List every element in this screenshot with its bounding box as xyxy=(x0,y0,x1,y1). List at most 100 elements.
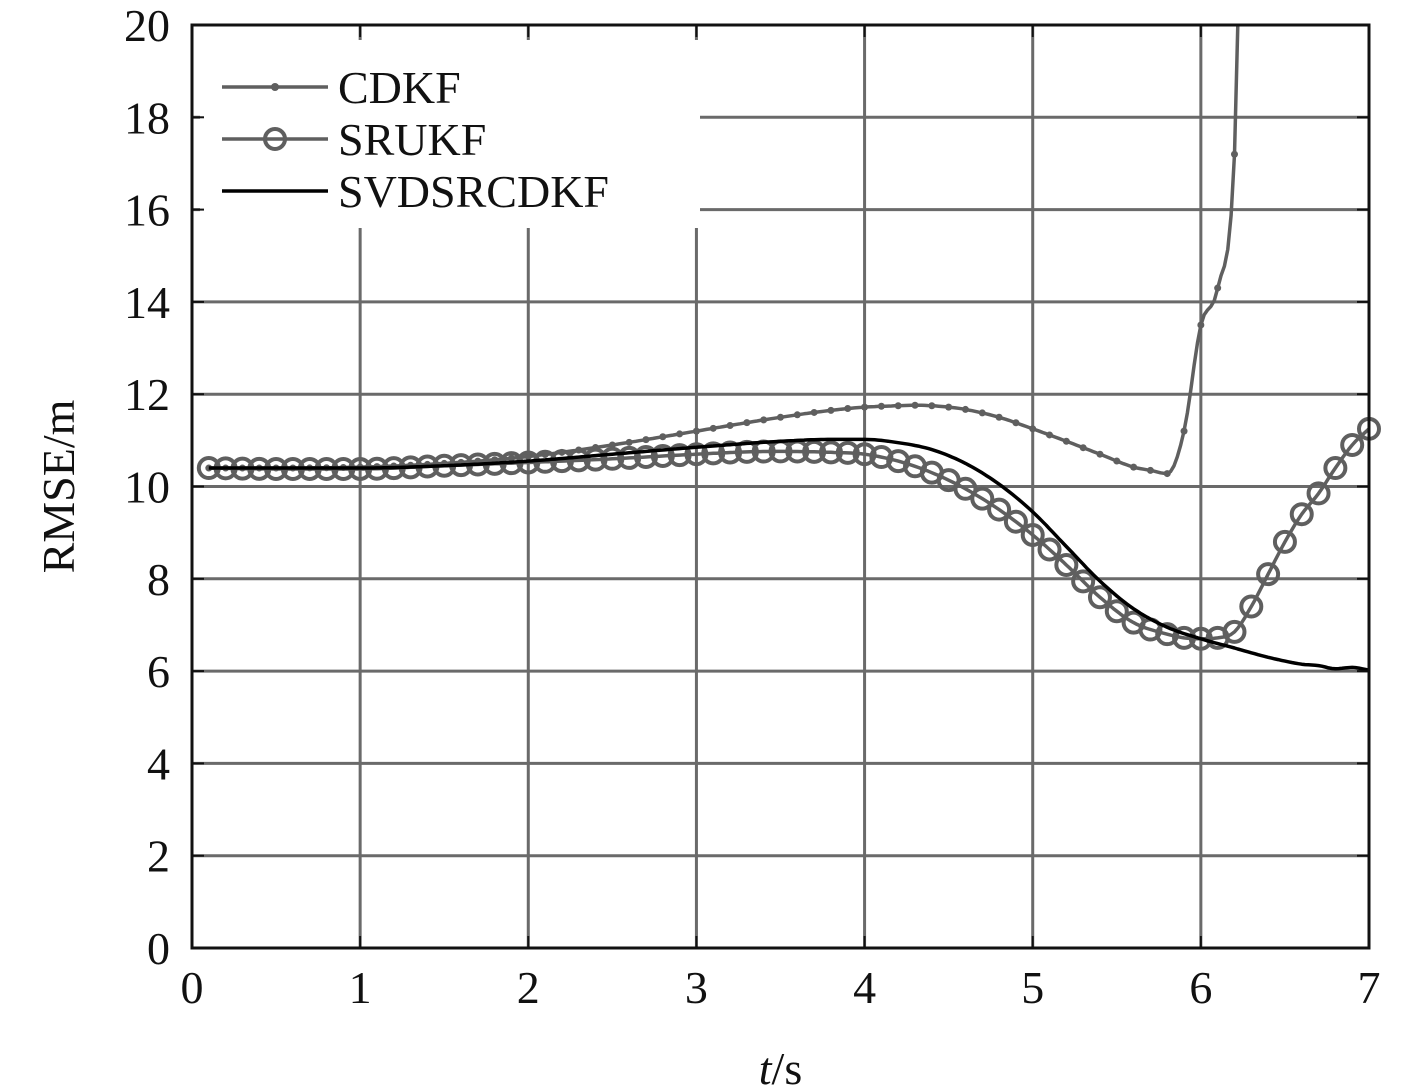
legend-label-srukf: SRUKF xyxy=(338,114,486,165)
cdkf-point xyxy=(676,430,684,438)
cdkf-point xyxy=(659,433,667,441)
cdkf-point xyxy=(928,402,936,410)
cdkf-point xyxy=(1046,431,1054,439)
legend-marker-cdkf xyxy=(271,83,279,91)
cdkf-point xyxy=(1214,284,1222,292)
cdkf-point xyxy=(894,402,902,410)
y-tick-label: 16 xyxy=(124,185,170,236)
svdsrcdkf-line xyxy=(208,437,1370,672)
srukf-point xyxy=(1104,599,1129,624)
srukf-point xyxy=(701,441,726,466)
srukf-point xyxy=(718,440,743,465)
cdkf-point xyxy=(1130,463,1138,471)
cdkf-point xyxy=(877,402,885,410)
cdkf-point xyxy=(1197,321,1205,329)
y-tick-labels: 0 2 4 6 8 10 12 14 16 18 20 xyxy=(124,0,170,974)
srukf-point xyxy=(1239,594,1264,619)
srukf-point xyxy=(1037,537,1062,562)
srukf-point xyxy=(1188,626,1213,651)
x-axis-title-unit: /s xyxy=(772,1043,803,1089)
srukf-point xyxy=(617,445,642,470)
srukf-point xyxy=(1054,552,1079,577)
srukf-point xyxy=(1071,569,1096,594)
legend-marker-srukf xyxy=(263,127,287,151)
srukf-point xyxy=(600,446,625,471)
y-tick-label: 20 xyxy=(124,0,170,51)
x-tick-label: 1 xyxy=(349,962,372,1013)
cdkf-point xyxy=(995,413,1003,421)
tick-marks xyxy=(191,24,1370,949)
srukf-point xyxy=(633,444,658,469)
srukf-point xyxy=(1020,522,1045,547)
cdkf-point xyxy=(961,405,969,413)
x-tick-label: 0 xyxy=(181,962,204,1013)
srukf-point xyxy=(549,449,574,474)
legend-label-cdkf: CDKF xyxy=(338,62,461,113)
srukf-point xyxy=(1003,509,1028,534)
cdkf-point xyxy=(608,441,616,449)
srukf-point xyxy=(835,440,860,465)
x-tick-label: 7 xyxy=(1358,962,1381,1013)
cdkf-point xyxy=(726,421,734,429)
y-tick-label: 18 xyxy=(124,92,170,143)
srukf-point xyxy=(1155,622,1180,647)
srukf-point xyxy=(970,486,995,511)
srukf-point xyxy=(667,443,692,468)
cdkf-point xyxy=(844,405,852,413)
x-axis-title-symbol: t xyxy=(759,1043,773,1089)
cdkf-point xyxy=(1029,425,1037,433)
srukf-point xyxy=(684,442,709,467)
cdkf-point xyxy=(827,406,835,414)
srukf-point xyxy=(650,444,675,469)
y-tick-label: 12 xyxy=(124,369,170,420)
srukf-point xyxy=(987,497,1012,522)
y-tick-label: 6 xyxy=(147,646,170,697)
cdkf-point xyxy=(507,454,515,462)
series-layer xyxy=(196,24,1381,672)
cdkf-point xyxy=(743,419,751,427)
y-tick-label: 2 xyxy=(147,831,170,882)
cdkf-point xyxy=(810,408,818,416)
y-tick-label: 0 xyxy=(147,923,170,974)
cdkf-point xyxy=(692,427,700,435)
srukf-point xyxy=(1087,585,1112,610)
cdkf-point xyxy=(1079,444,1087,452)
srukf-point xyxy=(566,448,591,473)
x-tick-label: 4 xyxy=(853,962,876,1013)
cdkf-point xyxy=(1163,470,1171,478)
srukf-point xyxy=(818,440,843,465)
srukf-point xyxy=(869,445,894,470)
legend-label-svdsrcdkf: SVDSRCDKF xyxy=(338,166,609,217)
srukf-point xyxy=(1289,502,1314,527)
y-tick-label: 14 xyxy=(124,277,170,328)
x-axis-title: t/s xyxy=(759,1043,802,1089)
cdkf-point xyxy=(978,409,986,417)
cdkf-point xyxy=(1230,150,1238,158)
srukf-point xyxy=(1256,562,1281,587)
y-tick-label: 8 xyxy=(147,554,170,605)
cdkf-point xyxy=(911,401,919,409)
srukf-point xyxy=(1222,619,1247,644)
srukf-point xyxy=(802,439,827,464)
cdkf-point xyxy=(945,403,953,411)
srukf-point xyxy=(1323,456,1348,481)
srukf-point xyxy=(852,442,877,467)
x-tick-label: 2 xyxy=(517,962,540,1013)
y-tick-label: 4 xyxy=(147,738,170,789)
cdkf-point xyxy=(861,403,869,411)
srukf-point xyxy=(1340,432,1365,457)
cdkf-point xyxy=(1180,427,1188,435)
srukf-point xyxy=(1306,481,1331,506)
cdkf-point xyxy=(760,416,768,424)
y-tick-label: 10 xyxy=(124,462,170,513)
cdkf-point xyxy=(1062,437,1070,445)
cdkf-point xyxy=(1012,419,1020,427)
x-tick-label: 5 xyxy=(1021,962,1044,1013)
srukf-point xyxy=(1272,529,1297,554)
cdkf-point xyxy=(777,413,784,421)
x-tick-label: 3 xyxy=(685,962,708,1013)
cdkf-point xyxy=(1146,466,1154,474)
srukf-point xyxy=(583,447,608,472)
cdkf-point xyxy=(625,438,633,446)
